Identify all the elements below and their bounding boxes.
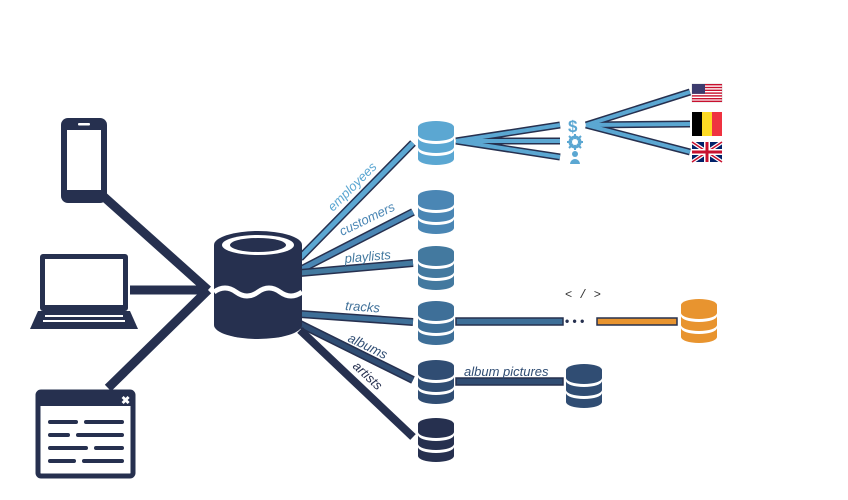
device-connectors	[99, 192, 212, 392]
flag-be-icon	[692, 112, 722, 136]
tracks-database-icon	[418, 301, 454, 345]
tracks-branch: • • • < / >	[455, 288, 717, 343]
table-label-tracks: tracks	[345, 298, 381, 315]
flag-us-icon	[691, 83, 723, 103]
table-connectors	[297, 140, 416, 440]
external-database-icon	[681, 299, 717, 343]
close-icon: ✖	[121, 395, 130, 407]
code-icon-label: < / >	[565, 288, 601, 302]
albums-database-icon	[418, 360, 454, 404]
album-pictures-database-icon	[566, 364, 602, 408]
artists-database-icon	[418, 418, 454, 462]
albums-branch: album pictures	[455, 364, 602, 408]
person-icon	[570, 151, 580, 164]
phone-icon	[61, 118, 107, 203]
browser-connector	[104, 286, 212, 392]
laptop-icon	[30, 254, 138, 329]
customers-database-icon	[418, 190, 454, 234]
employees-branch: $	[455, 83, 724, 164]
flag-uk-icon	[690, 140, 724, 164]
album-pictures-label: album pictures	[464, 364, 549, 379]
central-database-icon	[212, 231, 304, 339]
table-label-playlists: playlists	[343, 247, 392, 266]
table-databases	[418, 121, 454, 462]
phone-connector	[99, 192, 212, 294]
employees-database-icon	[418, 121, 454, 165]
playlists-database-icon	[418, 246, 454, 290]
gear-icon	[567, 134, 583, 150]
dollar-icon: $	[568, 117, 578, 136]
ellipsis-label: • • •	[565, 314, 584, 328]
browser-window-icon: ✖	[35, 389, 136, 479]
